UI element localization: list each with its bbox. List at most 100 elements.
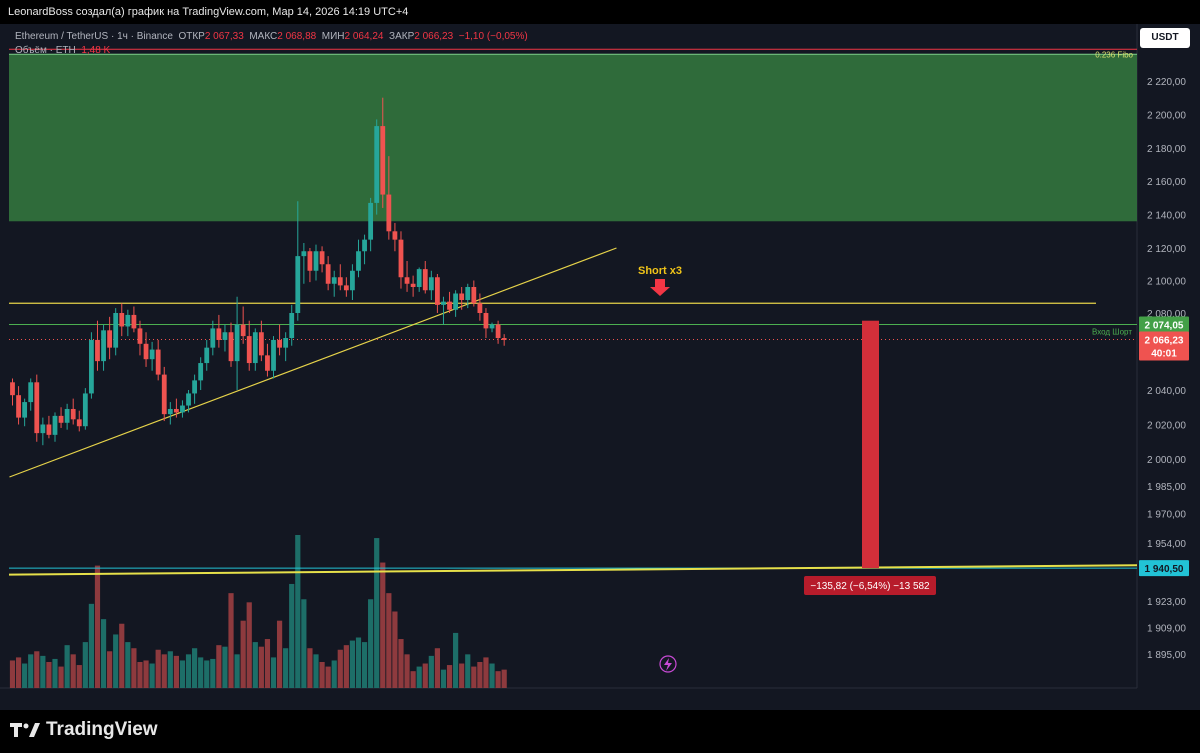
volume-bar <box>392 611 398 688</box>
x-tick-label: 18:00 <box>105 709 130 710</box>
candle-body <box>52 415 58 435</box>
volume-bar <box>173 655 179 688</box>
volume-bar <box>465 654 471 688</box>
x-tick-label: 12 <box>161 709 173 710</box>
candle-body <box>149 349 155 360</box>
y-tick-label: 2 140,00 <box>1147 211 1186 222</box>
x-tick-label: 18:00 <box>881 709 906 710</box>
y-tick-label: 2 120,00 <box>1147 244 1186 255</box>
candle-body <box>34 382 40 434</box>
candle-body <box>501 338 507 340</box>
projection-bar <box>862 320 879 569</box>
candlestick-chart[interactable]: 0.236 Fibo 2 220,00 2 200,00 2 180,00 2 160,… <box>0 24 1200 710</box>
x-tick-label: 12:00 <box>57 709 82 710</box>
y-tick-label: 1 954,00 <box>1147 539 1186 550</box>
short-arrow-icon <box>650 279 670 296</box>
candle-body <box>210 328 216 348</box>
volume-bar <box>204 660 210 688</box>
candle-body <box>277 339 282 348</box>
y-tick-label: 1 895,00 <box>1147 650 1186 661</box>
change-value: −1,10 (−0,05%) <box>458 31 528 42</box>
x-tick-label: 15 <box>742 709 754 710</box>
y-tick-label: 2 080,00 <box>1147 309 1186 320</box>
volume-bar <box>483 657 489 688</box>
candle-body <box>258 332 264 356</box>
volume-bar <box>368 599 374 688</box>
volume-bar <box>270 657 277 688</box>
candle-body <box>447 301 452 310</box>
x-tick-label: 06:00 <box>784 709 809 710</box>
candle-body <box>465 287 471 300</box>
volume-bar <box>216 645 222 688</box>
volume-bar <box>283 648 289 688</box>
ascending-trend-line <box>9 247 617 478</box>
candle-body <box>398 239 404 278</box>
volume-bar <box>9 660 16 688</box>
volume-bar <box>22 663 28 688</box>
volume-bar <box>64 645 70 688</box>
entry-price-tag-box <box>1139 316 1189 333</box>
candle-body <box>495 324 501 339</box>
volume-bar <box>210 658 216 688</box>
x-tick-label: 12:00 <box>638 709 663 710</box>
volume-bar <box>313 654 319 688</box>
candle-body <box>192 380 197 394</box>
volume-bar <box>46 661 52 688</box>
y-tick-label: 2 020,00 <box>1147 421 1186 432</box>
candle-body <box>180 405 185 413</box>
candle-body <box>58 415 64 423</box>
volume-bar <box>234 654 240 688</box>
candle-body <box>380 126 386 195</box>
x-tick-label: 1 <box>1133 709 1139 710</box>
volume-label[interactable]: Объём · ETH <box>15 45 76 56</box>
volume-bar <box>34 651 40 688</box>
x-tick-label: 14 <box>547 709 559 710</box>
x-tick-label: 06:00 <box>590 709 615 710</box>
symbol-name[interactable]: Ethereum / TetherUS · 1ч · Binance <box>15 31 173 42</box>
volume-bar <box>82 642 88 688</box>
candle-body <box>435 277 440 305</box>
x-tick-label: 06:00 <box>394 709 419 710</box>
candle-body <box>240 324 246 337</box>
x-tick-label: 16 <box>936 709 948 710</box>
candle-body <box>167 408 173 415</box>
candle-body <box>368 202 374 240</box>
volume-bar <box>240 620 246 688</box>
volume-bar <box>489 663 495 688</box>
candle-body <box>40 424 46 434</box>
high-value: 2 068,88 <box>277 31 317 42</box>
candle-body <box>76 419 82 427</box>
candle-body <box>46 424 52 435</box>
candle-body <box>350 270 355 291</box>
candle-body <box>131 314 137 329</box>
volume-bar <box>252 642 258 688</box>
fib-label: 0.236 Fibo <box>1095 50 1133 59</box>
candle-body <box>428 277 434 291</box>
y-tick-label: 2 180,00 <box>1147 144 1186 155</box>
candle-body <box>228 332 234 362</box>
candle-body <box>64 408 70 423</box>
volume-bar <box>137 661 143 688</box>
volume-bar <box>185 654 192 688</box>
candle-body <box>101 330 106 362</box>
candle-body <box>125 314 131 327</box>
volume-bar <box>125 642 131 688</box>
volume-bar <box>337 649 343 688</box>
currency-button[interactable]: USDT <box>1140 28 1190 48</box>
close-label: ЗАКР <box>389 31 415 42</box>
candle-body <box>362 239 367 252</box>
volume-bar <box>331 660 337 688</box>
volume-bar <box>70 654 76 688</box>
candle-body <box>441 301 446 305</box>
x-tick-label: 18:00 <box>298 709 323 710</box>
candle-body <box>331 277 337 284</box>
chart-frame[interactable]: 0.236 Fibo 2 220,00 2 200,00 2 180,00 2 160,… <box>0 24 1200 710</box>
candle-body <box>319 251 325 265</box>
candle-body <box>28 382 34 403</box>
y-tick-label: 1 985,00 <box>1147 482 1186 493</box>
volume-bar <box>192 648 198 688</box>
candle-body <box>113 313 119 348</box>
candle-body <box>301 251 307 257</box>
volume-bar <box>155 649 161 688</box>
candle-body <box>222 332 228 340</box>
